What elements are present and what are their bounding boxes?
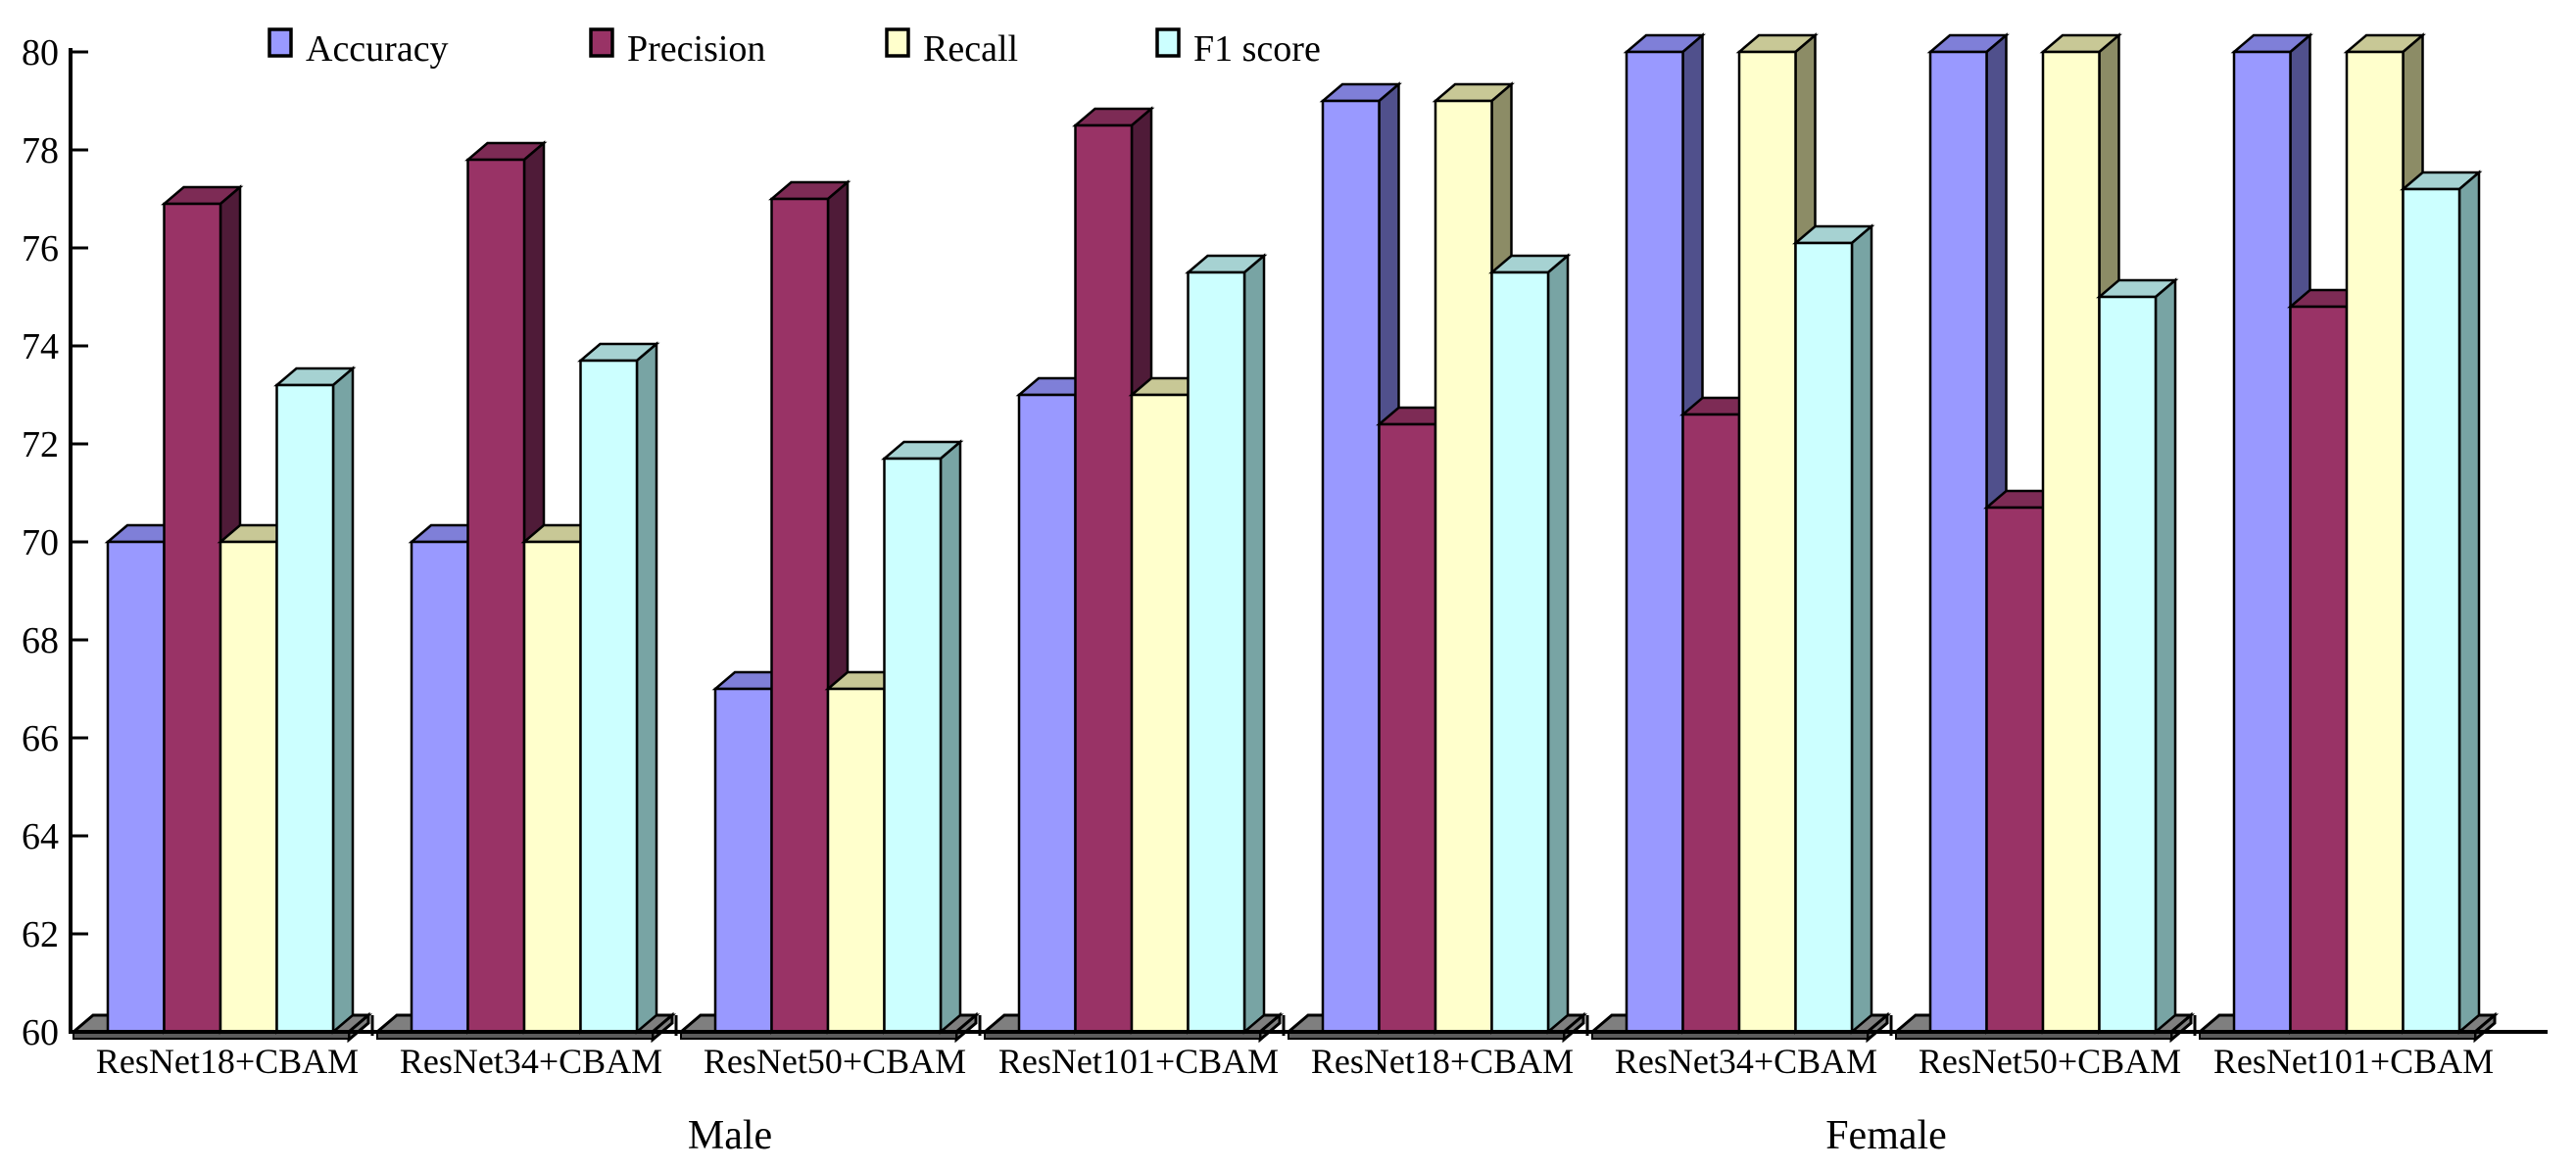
bar-front-face (2289, 305, 2349, 1034)
bar-side-face (2457, 170, 2481, 1035)
legend-swatch-precision (589, 27, 614, 58)
legend-swatch-accuracy (267, 27, 293, 58)
bar-side-face (635, 341, 658, 1035)
bar-front-face (163, 202, 222, 1034)
bar-front-face (1187, 270, 1246, 1034)
category-label: ResNet101+CBAM (2213, 1042, 2494, 1081)
bar-front-face (219, 540, 278, 1034)
bar-front-face (522, 540, 582, 1034)
bar-front-face (410, 540, 469, 1034)
y-tick-label: 76 (22, 228, 59, 269)
group-label: Male (688, 1113, 772, 1158)
bar-precision-group3 (768, 179, 851, 1035)
bar-front-face (1378, 422, 1437, 1034)
bar-front-face (883, 457, 943, 1034)
bar-front-face (466, 158, 526, 1034)
bar-side-face (1242, 253, 1266, 1035)
legend-item-f1-score: F1 score (1155, 27, 1321, 70)
category-label: ResNet34+CBAM (400, 1042, 662, 1081)
category-label: ResNet34+CBAM (1615, 1042, 1877, 1081)
bar-front-face (1681, 413, 1741, 1034)
bar-front-face (1490, 270, 1550, 1034)
bar-side-face (1546, 253, 1570, 1035)
bar-front-face (770, 197, 830, 1034)
bar-front-face (1794, 241, 1854, 1034)
bar-f1-score-group4 (1185, 253, 1268, 1035)
bar-front-face (1321, 99, 1381, 1034)
bar-front-face (826, 687, 886, 1034)
category-label: ResNet101+CBAM (998, 1042, 1279, 1081)
bar-f1-score-group8 (2400, 170, 2483, 1035)
legend-label: Accuracy (306, 28, 449, 70)
legend-item-recall: Recall (885, 27, 1018, 70)
y-tick-label: 62 (22, 914, 59, 955)
legend-label: Precision (627, 28, 765, 70)
bar-front-face (275, 383, 335, 1034)
legend-swatch-recall (885, 27, 910, 58)
bar-front-face (106, 540, 166, 1034)
legend-label: F1 score (1193, 28, 1321, 70)
y-tick-label: 60 (22, 1012, 59, 1053)
y-tick-label: 64 (22, 816, 59, 857)
y-tick-label: 68 (22, 620, 59, 661)
bar-side-face (1850, 223, 1873, 1035)
bar-front-face (2041, 50, 2101, 1034)
legend-item-precision: Precision (589, 27, 765, 70)
bar-front-face (1625, 50, 1684, 1034)
bar-front-face (2232, 50, 2292, 1034)
bar-recall-group7 (2039, 32, 2122, 1035)
bar-front-face (1928, 50, 1988, 1034)
y-tick-label: 80 (22, 32, 59, 73)
y-tick-label: 66 (22, 718, 59, 759)
category-label: ResNet50+CBAM (1919, 1042, 2181, 1081)
y-tick-label: 74 (22, 326, 59, 367)
bar-front-face (579, 359, 639, 1034)
bar-side-face (331, 366, 355, 1035)
bar-side-face (2154, 277, 2177, 1035)
bar-front-face (1130, 393, 1190, 1034)
group-label: Female (1825, 1113, 1947, 1158)
y-tick-label: 72 (22, 424, 59, 465)
legend-swatch-f1-score (1155, 27, 1181, 58)
bar-f1-score-group7 (2096, 277, 2179, 1035)
bar-front-face (1985, 506, 2045, 1034)
y-tick-label: 78 (22, 130, 59, 171)
bar-front-face (2402, 187, 2461, 1034)
category-label: ResNet18+CBAM (96, 1042, 359, 1081)
category-label: ResNet50+CBAM (704, 1042, 966, 1081)
legend-item-accuracy: Accuracy (267, 27, 449, 70)
bar-front-face (1737, 50, 1797, 1034)
bar-f1-score-group5 (1488, 253, 1572, 1035)
bar-f1-score-group1 (273, 366, 357, 1035)
bar-front-face (2098, 295, 2158, 1034)
bar-f1-score-group6 (1792, 223, 1875, 1035)
bar-f1-score-group2 (577, 341, 660, 1035)
bar-front-face (1074, 123, 1134, 1034)
bar-front-face (1017, 393, 1077, 1034)
bar-f1-score-group3 (881, 439, 964, 1035)
bar-side-face (939, 439, 962, 1035)
legend-label: Recall (923, 28, 1018, 70)
category-label: ResNet18+CBAM (1311, 1042, 1574, 1081)
bar-front-face (2345, 50, 2405, 1034)
bar-front-face (713, 687, 773, 1034)
bar-front-face (1434, 99, 1493, 1034)
y-tick-label: 70 (22, 522, 59, 563)
